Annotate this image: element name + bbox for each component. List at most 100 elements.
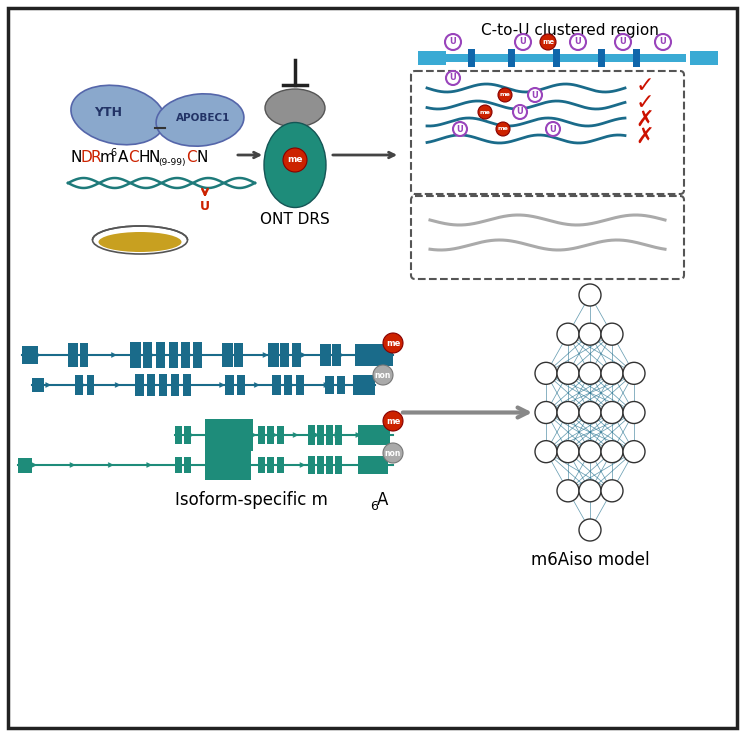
Text: U: U	[532, 91, 539, 99]
Bar	[335, 456, 342, 474]
Bar	[156, 342, 165, 368]
Bar	[317, 456, 324, 474]
Text: U: U	[550, 124, 557, 133]
Text: (9-99): (9-99)	[158, 158, 186, 166]
Bar	[175, 426, 182, 444]
Bar	[326, 425, 333, 445]
Text: m6Aiso model: m6Aiso model	[530, 551, 650, 569]
Text: 6: 6	[370, 500, 378, 513]
Circle shape	[515, 34, 531, 50]
Circle shape	[579, 362, 601, 384]
Circle shape	[579, 441, 601, 463]
Text: N: N	[148, 150, 159, 166]
Circle shape	[601, 441, 623, 463]
Circle shape	[446, 71, 460, 85]
Text: U: U	[519, 38, 527, 46]
Text: ✗: ✗	[635, 110, 654, 130]
Bar	[175, 457, 182, 473]
Bar	[358, 456, 388, 474]
Circle shape	[535, 402, 557, 423]
Bar	[22, 346, 38, 364]
Ellipse shape	[98, 232, 182, 252]
Circle shape	[579, 323, 601, 345]
Bar	[205, 419, 253, 451]
Bar	[159, 374, 167, 396]
Bar	[280, 343, 289, 367]
Text: me: me	[480, 110, 490, 115]
Circle shape	[579, 519, 601, 541]
Bar	[268, 343, 279, 367]
Ellipse shape	[71, 85, 165, 145]
Bar	[32, 378, 44, 392]
Bar	[68, 343, 78, 367]
Circle shape	[557, 441, 579, 463]
Text: C: C	[128, 150, 139, 166]
Bar	[184, 426, 191, 444]
Circle shape	[513, 105, 527, 119]
Text: C: C	[186, 150, 197, 166]
Bar	[193, 342, 202, 368]
Circle shape	[373, 365, 393, 385]
Circle shape	[557, 362, 579, 384]
Bar	[353, 375, 375, 395]
Bar	[292, 343, 301, 367]
Text: me: me	[288, 155, 302, 165]
Bar	[553, 49, 560, 67]
Text: A: A	[377, 491, 388, 509]
Bar	[234, 343, 243, 367]
Circle shape	[601, 402, 623, 423]
Circle shape	[445, 34, 461, 50]
Circle shape	[623, 402, 645, 423]
Bar	[468, 49, 475, 67]
Circle shape	[570, 34, 586, 50]
Bar	[87, 375, 94, 395]
Bar	[237, 375, 245, 395]
Text: D: D	[80, 150, 92, 166]
Bar	[337, 376, 345, 394]
Bar	[296, 375, 304, 395]
Circle shape	[383, 411, 403, 431]
Circle shape	[623, 362, 645, 384]
Ellipse shape	[264, 122, 326, 208]
Bar	[308, 425, 315, 445]
Bar	[358, 425, 390, 445]
Text: U: U	[574, 38, 581, 46]
Bar	[418, 51, 446, 65]
Bar	[147, 374, 155, 396]
Bar	[258, 426, 265, 444]
FancyBboxPatch shape	[411, 196, 684, 279]
Bar	[258, 457, 265, 473]
Text: me: me	[386, 339, 400, 347]
Bar	[267, 457, 274, 473]
Text: me: me	[542, 39, 554, 45]
Text: Isoform-specific m: Isoform-specific m	[175, 491, 328, 509]
Bar	[184, 457, 191, 473]
FancyBboxPatch shape	[411, 71, 684, 194]
Bar	[355, 344, 393, 366]
Text: A: A	[118, 150, 128, 166]
Bar	[508, 49, 515, 67]
Text: me: me	[500, 93, 510, 97]
Text: H: H	[138, 150, 150, 166]
Bar	[335, 425, 342, 445]
Circle shape	[623, 441, 645, 463]
Bar	[75, 375, 83, 395]
Bar	[267, 426, 274, 444]
Ellipse shape	[92, 226, 188, 254]
Text: R: R	[90, 150, 101, 166]
Bar	[143, 342, 152, 368]
Circle shape	[453, 122, 467, 136]
Ellipse shape	[156, 93, 244, 146]
Bar	[326, 456, 333, 474]
Bar	[332, 344, 341, 366]
Circle shape	[528, 88, 542, 102]
Text: ✓: ✓	[635, 76, 654, 96]
Text: U: U	[450, 38, 457, 46]
Circle shape	[601, 323, 623, 345]
Circle shape	[557, 323, 579, 345]
Bar	[18, 458, 32, 473]
Circle shape	[579, 284, 601, 306]
Bar	[325, 376, 334, 394]
Text: N: N	[70, 150, 81, 166]
Circle shape	[535, 362, 557, 384]
